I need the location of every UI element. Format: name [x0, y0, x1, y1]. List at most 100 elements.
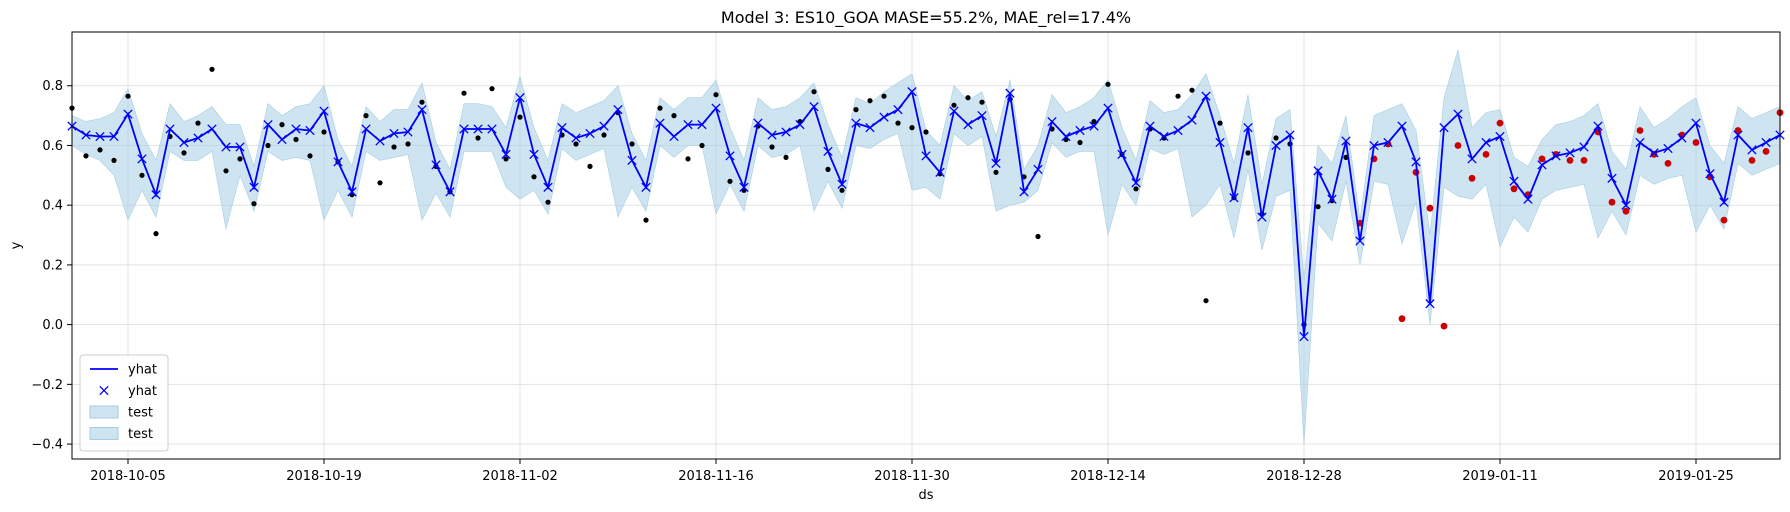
yhat-marker	[1551, 151, 1561, 161]
test-point	[1608, 198, 1616, 206]
yhat-marker	[1383, 137, 1393, 148]
yhat-marker	[1047, 116, 1057, 127]
x-tick-label: 2018-11-30	[874, 469, 950, 484]
yhat-marker	[781, 127, 791, 137]
yhat-marker	[235, 142, 245, 152]
yhat-marker	[879, 112, 889, 122]
test-point	[1538, 155, 1546, 163]
yhat-marker	[1607, 173, 1617, 183]
yhat-marker	[1439, 122, 1449, 133]
yhat-marker	[935, 167, 945, 177]
train-point	[909, 125, 915, 131]
y-tick-label: −0.4	[31, 438, 63, 453]
yhat-marker	[1229, 193, 1239, 203]
yhat-marker	[1453, 109, 1463, 119]
train-point	[503, 156, 509, 162]
test-point	[1496, 119, 1504, 127]
yhat-marker	[361, 124, 371, 134]
train-point	[195, 120, 201, 126]
yhat-marker	[1159, 131, 1169, 142]
y-tick-label: 0.2	[42, 258, 63, 273]
yhat-marker	[921, 151, 931, 161]
yhat-marker	[1397, 121, 1407, 131]
y-tick-label: 0.8	[42, 79, 63, 94]
yhat-marker	[683, 119, 693, 130]
train-point	[363, 113, 369, 119]
test-point	[1664, 160, 1672, 167]
x-tick-label: 2018-12-14	[1070, 469, 1146, 484]
test-point	[1426, 204, 1434, 212]
yhat-marker	[557, 122, 567, 133]
yhat-marker	[277, 134, 287, 145]
train-point	[811, 89, 817, 95]
yhat-marker	[515, 93, 525, 103]
train-point	[489, 86, 495, 92]
test-point	[1622, 207, 1630, 215]
train-point	[545, 199, 551, 205]
yhat-marker	[445, 187, 455, 197]
train-point	[209, 66, 215, 72]
yhat-marker	[1075, 125, 1085, 136]
yhat-marker	[767, 130, 777, 140]
train-point	[279, 122, 285, 128]
yhat-marker	[1103, 103, 1113, 113]
train-point	[1133, 186, 1139, 192]
train-point	[965, 95, 971, 101]
yhat-marker	[1733, 130, 1743, 140]
yhat-marker	[543, 182, 553, 192]
y-tick-label: 0.6	[42, 139, 63, 154]
yhat-marker	[333, 157, 343, 167]
yhat-marker	[1523, 194, 1533, 204]
train-point	[783, 154, 789, 160]
yhat-marker	[795, 119, 805, 130]
legend-label: test	[128, 427, 153, 442]
train-point	[881, 93, 887, 99]
x-tick-label: 2019-01-11	[1462, 469, 1538, 484]
train-point	[153, 231, 159, 237]
legend-label: yhat	[128, 384, 157, 399]
yhat-marker	[893, 104, 903, 115]
yhat-marker	[571, 133, 581, 143]
train-point	[839, 187, 845, 193]
legend-label: test	[128, 406, 153, 421]
yhat-marker	[963, 119, 973, 130]
test-point	[1566, 157, 1574, 164]
train-point	[1091, 119, 1097, 125]
yhat-marker	[949, 106, 959, 116]
train-point	[1189, 87, 1195, 93]
yhat-marker	[207, 124, 217, 134]
y-axis-label: y	[9, 241, 24, 249]
yhat-marker	[1215, 137, 1225, 148]
yhat-marker	[1593, 121, 1603, 131]
plot-border	[71, 31, 1781, 460]
train-point	[419, 99, 425, 105]
yhat-marker	[501, 149, 511, 160]
yhat-marker	[417, 104, 427, 115]
yhat-marker	[179, 137, 189, 148]
train-point	[111, 157, 117, 163]
plot-area	[72, 32, 1780, 459]
x-tick-label: 2018-10-19	[286, 469, 362, 484]
yhat-marker	[641, 182, 651, 192]
yhat-marker	[193, 133, 203, 143]
yhat-marker	[1761, 137, 1771, 148]
yhat-marker	[1537, 160, 1547, 170]
yhat-marker	[137, 154, 147, 164]
y-tick-label: −0.2	[31, 378, 63, 393]
train-point	[461, 90, 467, 96]
train-point	[83, 153, 89, 159]
test-point	[1692, 139, 1700, 146]
x-tick-label: 2018-10-05	[90, 469, 166, 484]
yhat-marker	[1117, 149, 1127, 160]
actual-points	[69, 66, 1784, 330]
yhat-marker	[291, 124, 301, 134]
yhat-marker	[1313, 166, 1323, 176]
train-point	[321, 129, 327, 135]
train-point	[1105, 81, 1111, 87]
train-point	[601, 132, 607, 138]
yhat-marker	[249, 182, 259, 192]
yhat-marker	[1019, 187, 1029, 197]
test-point	[1580, 157, 1588, 164]
test-point	[1454, 142, 1462, 149]
